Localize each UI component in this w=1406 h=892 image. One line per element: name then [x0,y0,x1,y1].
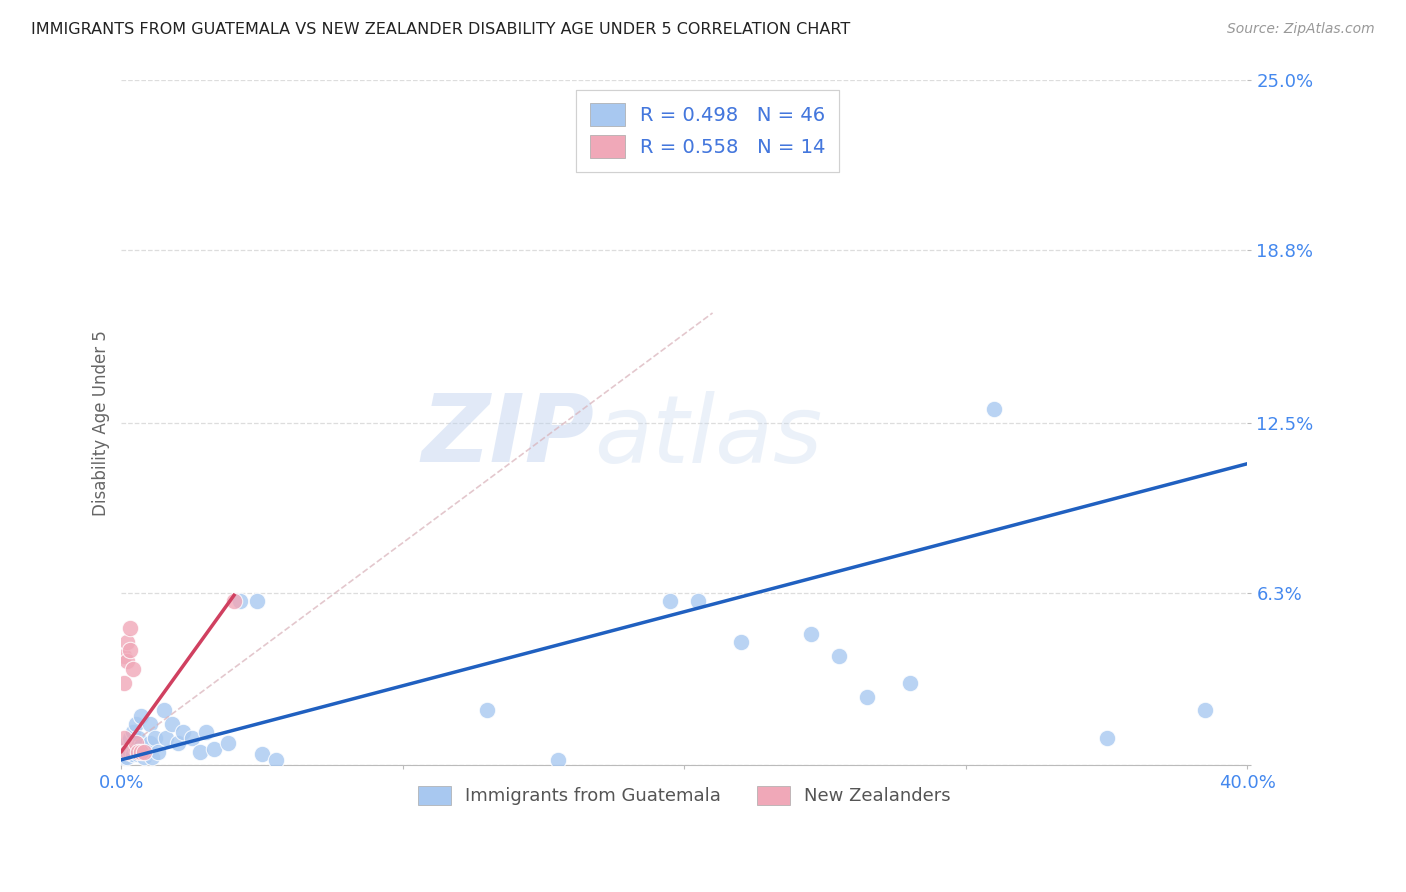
Point [112,731,135,745]
Point [129,709,152,723]
Legend: Immigrants from Guatemala, New Zealanders: Immigrants from Guatemala, New Zealander… [409,777,960,814]
Point [138,717,160,731]
Point [115,654,138,668]
Point [124,741,146,756]
Point [547,753,569,767]
Point [115,736,138,750]
Point [124,736,146,750]
Point [127,731,149,745]
Point [112,676,135,690]
Point [138,736,160,750]
Point [143,731,166,745]
Point [166,736,188,750]
Point [118,643,141,657]
Point [856,690,879,704]
Point [129,744,152,758]
Point [477,703,499,717]
Point [112,750,135,764]
Point [132,750,155,764]
Point [115,744,138,758]
Point [188,744,211,758]
Point [152,703,174,717]
Point [245,593,267,607]
Point [828,648,851,663]
Point [217,736,239,750]
Point [202,741,225,756]
Point [730,635,752,649]
Point [115,635,138,649]
Point [121,662,143,676]
Point [659,593,682,607]
Point [194,725,217,739]
Point [222,593,245,607]
Point [127,747,149,762]
Point [118,744,141,758]
Point [1194,703,1216,717]
Y-axis label: Disability Age Under 5: Disability Age Under 5 [93,330,110,516]
Point [172,725,194,739]
Point [112,648,135,663]
Point [250,747,273,762]
Point [129,739,152,753]
Text: ZIP: ZIP [422,391,595,483]
Point [124,717,146,731]
Point [141,750,163,764]
Point [146,744,169,758]
Text: Source: ZipAtlas.com: Source: ZipAtlas.com [1227,22,1375,37]
Point [688,593,710,607]
Point [127,744,149,758]
Text: atlas: atlas [595,391,823,482]
Point [132,744,155,758]
Point [228,593,250,607]
Point [898,676,921,690]
Point [160,717,183,731]
Point [264,753,287,767]
Point [118,731,141,745]
Point [118,621,141,635]
Point [115,750,138,764]
Point [155,731,177,745]
Text: IMMIGRANTS FROM GUATEMALA VS NEW ZEALANDER DISABILITY AGE UNDER 5 CORRELATION CH: IMMIGRANTS FROM GUATEMALA VS NEW ZEALAND… [31,22,851,37]
Point [135,744,157,758]
Point [1095,731,1118,745]
Point [800,626,823,640]
Point [121,747,143,762]
Point [121,725,143,739]
Point [180,731,202,745]
Point [983,401,1005,416]
